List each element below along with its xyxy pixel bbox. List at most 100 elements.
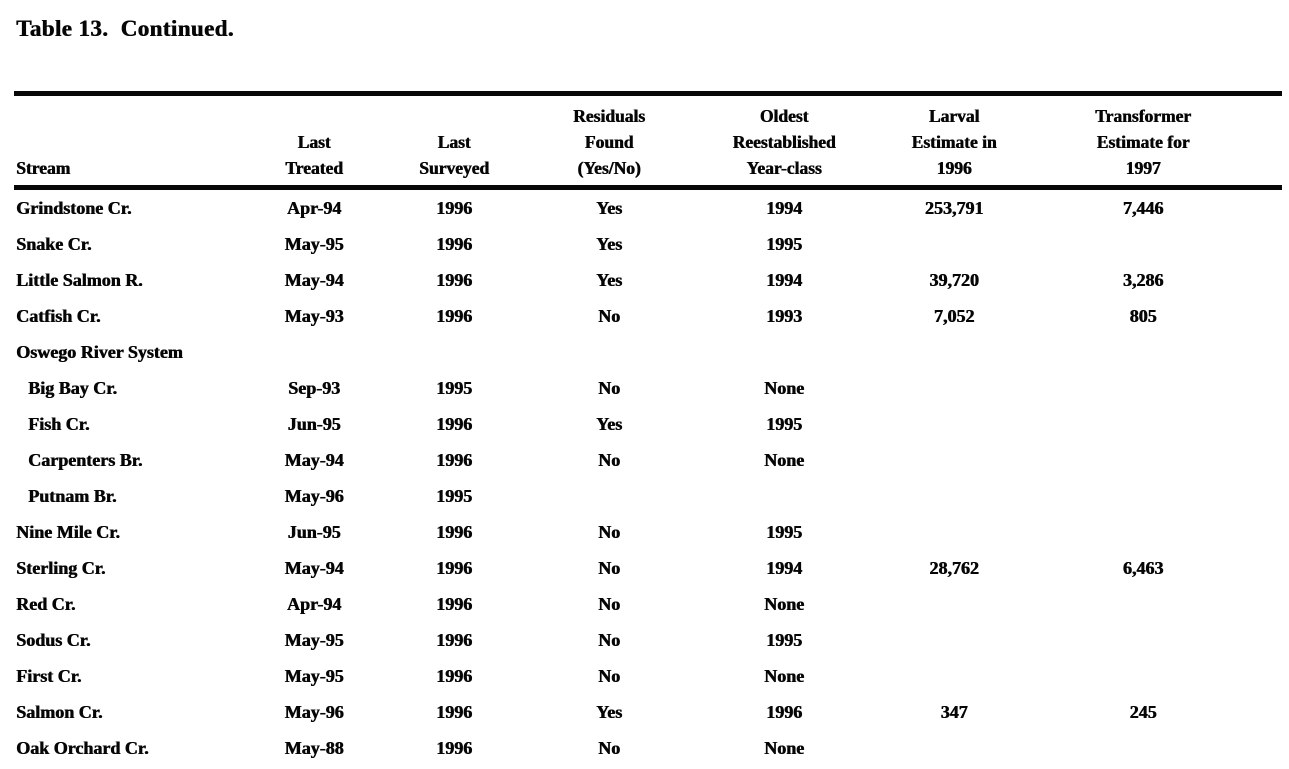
stream-section-cell: Oswego River System (16, 342, 183, 362)
header-line: Larval (928, 106, 980, 126)
residuals-found-cell: Yes (596, 702, 622, 722)
transformer-estimate-cell (1060, 478, 1282, 514)
last-surveyed-cell: 1996 (436, 522, 472, 542)
year-class-cell (694, 334, 874, 370)
col-header-larval-estimate: Larval Estimate in 1996 (874, 93, 1060, 190)
table-row: Nine Mile Cr. Jun-95 1996 No 1995 (14, 514, 1282, 550)
header-line: Stream (16, 158, 71, 178)
last-treated-cell: May-96 (284, 702, 344, 722)
residuals-found-cell: No (598, 738, 620, 758)
header-line: Last (437, 132, 471, 152)
larval-estimate-cell: 253,791 (924, 198, 984, 218)
last-surveyed-cell: 1996 (436, 306, 472, 326)
header-line: Year-class (746, 158, 822, 178)
last-treated-cell (244, 334, 384, 370)
last-surveyed-cell: 1995 (436, 486, 472, 506)
stream-cell: Little Salmon R. (16, 270, 143, 290)
last-surveyed-cell: 1996 (436, 558, 472, 578)
larval-estimate-cell (874, 334, 1060, 370)
residuals-found-cell: Yes (596, 270, 622, 290)
table-row: Red Cr. Apr-94 1996 No None (14, 586, 1282, 622)
header-line: Reestablished (732, 132, 836, 152)
transformer-estimate-cell (1060, 370, 1282, 406)
transformer-estimate-cell: 7,446 (1122, 198, 1164, 218)
residuals-found-cell: Yes (596, 234, 622, 254)
transformer-estimate-cell (1060, 406, 1282, 442)
header-row: Stream Last Treated Last Surveyed Residual… (14, 93, 1282, 190)
col-header-residuals-found: Residuals Found (Yes/No) (524, 93, 694, 190)
table-row-section: Oswego River System (14, 334, 1282, 370)
larval-estimate-cell (874, 730, 1060, 766)
table-body: Grindstone Cr. Apr-94 1996 Yes 1994 253,791 7,… (14, 188, 1282, 767)
last-surveyed-cell: 1996 (436, 450, 472, 470)
larval-estimate-cell (874, 514, 1060, 550)
last-surveyed-cell (384, 334, 524, 370)
larval-estimate-cell: 28,762 (929, 558, 979, 578)
col-header-stream: Stream (14, 93, 244, 190)
year-class-cell: 1993 (766, 306, 802, 326)
col-header-last-treated: Last Treated (244, 93, 384, 190)
residuals-found-cell: No (598, 666, 620, 686)
residuals-found-cell (524, 334, 694, 370)
stream-cell: Catfish Cr. (16, 306, 101, 326)
larval-estimate-cell (874, 586, 1060, 622)
transformer-estimate-cell (1060, 586, 1282, 622)
last-treated-cell: Apr-94 (286, 594, 342, 614)
stream-cell: Big Bay Cr. (28, 378, 117, 398)
table-row: Big Bay Cr. Sep-93 1995 No None (14, 370, 1282, 406)
table-header: Stream Last Treated Last Surveyed Residual… (14, 93, 1282, 190)
residuals-found-cell: No (598, 630, 620, 650)
stream-cell: First Cr. (16, 666, 82, 686)
table-row: Salmon Cr. May-96 1996 Yes 1996 347 245 (14, 694, 1282, 730)
header-line: 1997 (1125, 158, 1161, 178)
larval-estimate-cell (874, 406, 1060, 442)
table-row: Carpenters Br. May-94 1996 No None (14, 442, 1282, 478)
header-line: Last (297, 132, 331, 152)
transformer-estimate-cell (1060, 514, 1282, 550)
header-line: (Yes/No) (577, 158, 641, 178)
data-table-container: Stream Last Treated Last Surveyed Residual… (14, 91, 1282, 766)
header-line: Oldest (759, 106, 809, 126)
header-line: Estimate in (911, 132, 997, 152)
header-line: 1996 (936, 158, 972, 178)
transformer-estimate-cell: 6,463 (1122, 558, 1164, 578)
year-class-cell (694, 478, 874, 514)
stream-cell: Snake Cr. (16, 234, 92, 254)
last-treated-cell: May-94 (284, 558, 344, 578)
stream-cell: Nine Mile Cr. (16, 522, 120, 542)
stream-cell: Putnam Br. (28, 486, 117, 506)
transformer-estimate-cell: 805 (1129, 306, 1157, 326)
header-line: Surveyed (419, 158, 489, 178)
table-row: Putnam Br. May-96 1995 (14, 478, 1282, 514)
header-line: Found (584, 132, 634, 152)
last-surveyed-cell: 1996 (436, 738, 472, 758)
stream-cell: Sodus Cr. (16, 630, 91, 650)
residuals-found-cell: No (598, 450, 620, 470)
last-surveyed-cell: 1996 (436, 270, 472, 290)
last-surveyed-cell: 1996 (436, 666, 472, 686)
stream-cell: Oak Orchard Cr. (16, 738, 149, 758)
header-line: Treated (285, 158, 343, 178)
last-treated-cell: Jun-95 (287, 414, 341, 434)
year-class-cell: None (764, 378, 804, 398)
year-class-cell: 1995 (766, 414, 802, 434)
table-row: First Cr. May-95 1996 No None (14, 658, 1282, 694)
larval-estimate-cell: 347 (940, 702, 968, 722)
residuals-found-cell: No (598, 594, 620, 614)
data-table: Stream Last Treated Last Surveyed Residual… (14, 91, 1282, 766)
last-treated-cell: May-95 (284, 234, 344, 254)
residuals-found-cell: No (598, 306, 620, 326)
year-class-cell: 1994 (766, 558, 802, 578)
last-treated-cell: May-94 (284, 270, 344, 290)
stream-cell: Fish Cr. (28, 414, 90, 434)
last-treated-cell: Apr-94 (286, 198, 342, 218)
col-header-oldest-reestablished: Oldest Reestablished Year-class (694, 93, 874, 190)
stream-cell: Salmon Cr. (16, 702, 103, 722)
last-treated-cell: May-95 (284, 666, 344, 686)
stream-cell: Sterling Cr. (16, 558, 106, 578)
residuals-found-cell: Yes (596, 198, 622, 218)
last-surveyed-cell: 1996 (436, 702, 472, 722)
table-row: Grindstone Cr. Apr-94 1996 Yes 1994 253,791 7,… (14, 188, 1282, 227)
year-class-cell: None (764, 666, 804, 686)
larval-estimate-cell (874, 622, 1060, 658)
